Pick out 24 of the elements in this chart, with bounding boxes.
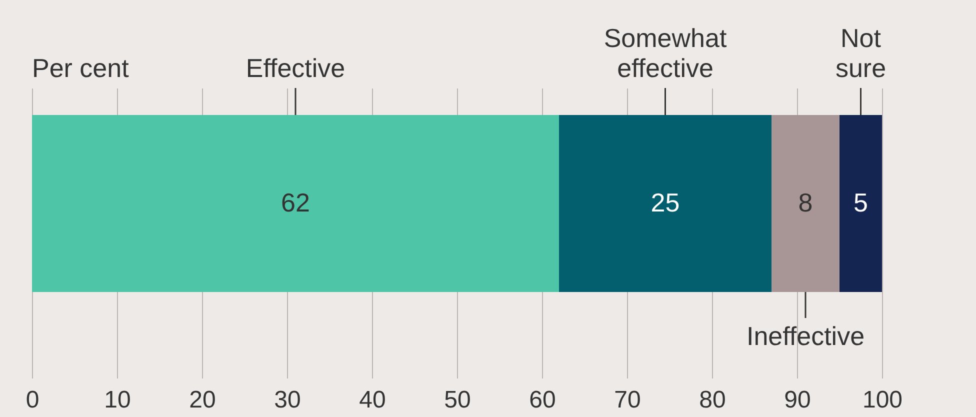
x-tick-label: 100 [862, 386, 903, 414]
data-label: 62 [281, 188, 310, 218]
x-axis-title: Per cent [32, 53, 130, 83]
data-label: 25 [650, 188, 680, 218]
series-label: Ineffective [746, 321, 865, 351]
series-label: Not sure [835, 23, 886, 83]
x-tick-label: 20 [189, 386, 216, 414]
data-label: 5 [854, 188, 868, 218]
x-tick-label: 40 [359, 386, 386, 414]
x-tick-label: 10 [104, 386, 131, 414]
bar [772, 115, 840, 292]
series-label: Effective [246, 53, 346, 83]
x-tick-label: 80 [699, 386, 726, 414]
bar [840, 115, 882, 292]
x-tick-label: 60 [529, 386, 556, 414]
x-tick-label: 70 [614, 386, 641, 414]
x-tick-label: 90 [784, 386, 811, 414]
bar [32, 115, 559, 292]
x-tick-label: 30 [274, 386, 301, 414]
series-label: Somewhat effective [604, 23, 728, 83]
bar [559, 115, 772, 292]
x-tick-label: 0 [26, 386, 40, 414]
x-tick-label: 50 [444, 386, 471, 414]
data-label: 8 [798, 188, 813, 218]
